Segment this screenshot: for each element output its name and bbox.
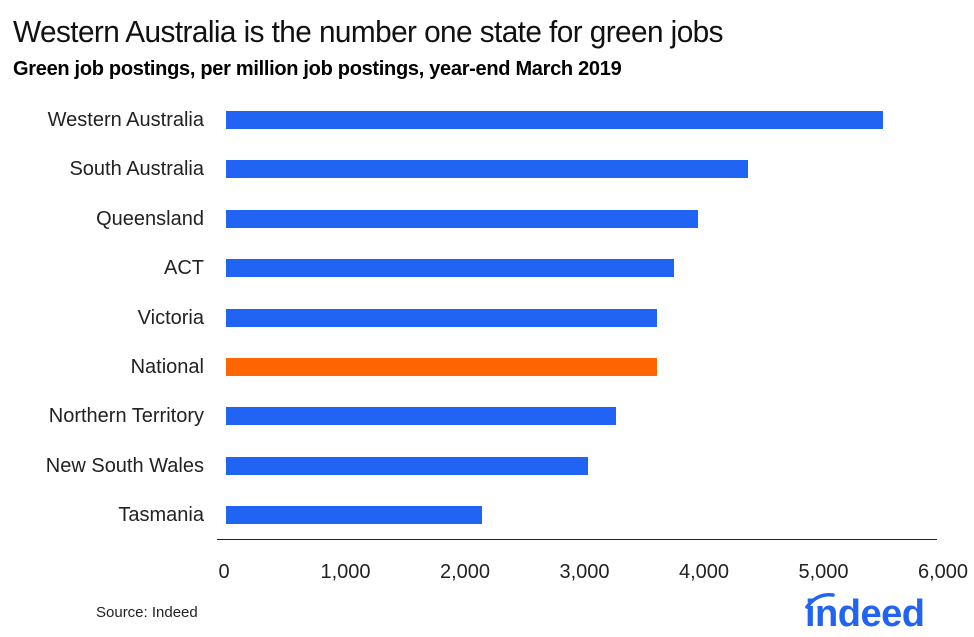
logo-arc-icon [805, 593, 835, 609]
bar [226, 506, 482, 525]
bar [226, 259, 674, 278]
x-tick-label: 1,000 [320, 561, 371, 583]
category-label: South Australia [69, 158, 204, 181]
bar [226, 209, 698, 228]
x-tick-label: 6,000 [917, 561, 969, 583]
bar [226, 308, 657, 327]
bar [226, 111, 883, 129]
category-label: Western Australia [47, 109, 204, 131]
category-label: New South Wales [45, 454, 204, 477]
source-note: Source: Indeed [96, 604, 198, 621]
x-axis-line [217, 539, 937, 540]
x-tick-label: 2,000 [439, 561, 491, 583]
bar [226, 407, 616, 426]
x-tick-label: 0 [218, 561, 230, 583]
x-tick-label: 4,000 [678, 561, 730, 583]
category-label: Northern Territory [48, 405, 204, 428]
category-label: Victoria [137, 306, 204, 329]
category-label: ACT [164, 257, 204, 280]
chart-subtitle: Green job postings, per million job post… [13, 58, 622, 80]
indeed-logo: indeed [803, 590, 973, 635]
category-label: Queensland [96, 207, 204, 230]
bar [226, 160, 748, 179]
bar [226, 456, 588, 475]
x-tick-label: 5,000 [798, 561, 849, 583]
category-label: Tasmania [118, 504, 204, 527]
chart-title: Western Australia is the number one stat… [13, 14, 724, 49]
logo-text: indeed [805, 593, 925, 635]
category-label: National [130, 356, 204, 378]
bar-national [226, 358, 657, 376]
x-tick-label: 3,000 [559, 561, 610, 583]
